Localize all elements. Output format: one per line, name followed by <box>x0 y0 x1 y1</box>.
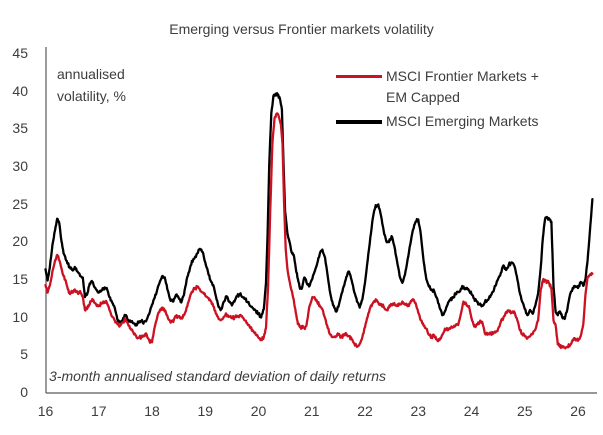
x-tick-label-20: 20 <box>250 403 267 419</box>
y-tick-label-20: 20 <box>12 233 28 250</box>
y-tick-label-5: 5 <box>20 346 28 363</box>
y-tick-label-35: 35 <box>12 120 28 137</box>
y-axis-annotation: annualised volatility, % <box>57 63 126 107</box>
x-tick-label-17: 17 <box>90 403 107 419</box>
x-tick-label-18: 18 <box>144 403 160 419</box>
y-tick-label-30: 30 <box>12 158 28 174</box>
y-tick-label-10: 10 <box>12 308 28 325</box>
y-axis-annotation-line1: annualised <box>57 66 125 82</box>
x-tick-label-19: 19 <box>197 403 214 419</box>
series-line-msci-frontier-markets-em-capped <box>44 112 594 350</box>
y-tick-label-40: 40 <box>12 82 28 99</box>
chart-title: Emerging versus Frontier markets volatil… <box>169 21 434 37</box>
legend-label: MSCI Frontier Markets + <box>386 68 539 84</box>
x-tick-label-24: 24 <box>463 403 480 419</box>
x-tick-label-25: 25 <box>516 403 533 419</box>
y-tick-label-25: 25 <box>12 195 28 212</box>
y-tick-label-0: 0 <box>20 384 28 400</box>
legend-item-emerging: MSCI Emerging Markets <box>336 111 539 132</box>
legend-item-frontier: MSCI Frontier Markets + EM Capped <box>336 66 539 108</box>
legend-swatch-frontier <box>336 75 382 78</box>
x-tick-label-23: 23 <box>410 403 427 419</box>
legend-label: EM Capped <box>386 89 460 105</box>
legend-label: MSCI Emerging Markets <box>386 113 539 129</box>
legend: MSCI Frontier Markets + EM Capped MSCI Eme… <box>336 66 539 135</box>
y-tick-label-15: 15 <box>12 271 28 287</box>
x-tick-label-26: 26 <box>570 403 586 419</box>
x-tick-label-16: 16 <box>37 403 54 419</box>
footnote: 3-month annualised standard deviation of… <box>49 368 386 384</box>
y-tick-label-45: 45 <box>12 45 28 61</box>
series-line-msci-emerging-markets <box>44 92 594 327</box>
y-axis-annotation-line2: volatility, % <box>57 88 126 104</box>
x-tick-label-21: 21 <box>303 403 320 419</box>
legend-swatch-emerging <box>336 120 382 124</box>
x-tick-label-22: 22 <box>357 403 373 419</box>
